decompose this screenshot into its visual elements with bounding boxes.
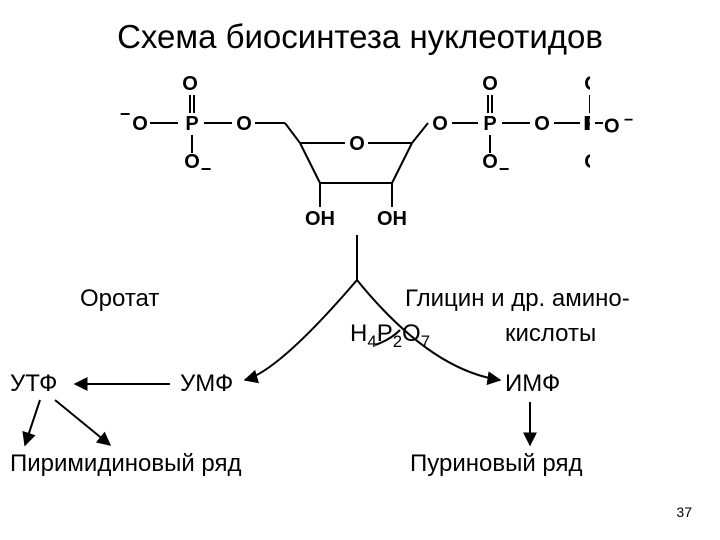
atom-p: P <box>483 113 496 135</box>
chemical-structure: O O − P O O − O OH OH O O P <box>120 65 590 265</box>
label-glycine-line2: кислоты <box>505 320 596 348</box>
page-number: 37 <box>676 504 692 520</box>
label-imf: ИМФ <box>505 370 560 398</box>
atom-o: O <box>184 151 200 173</box>
atom-o-terminal: O − <box>604 112 633 139</box>
charge-minus: − <box>120 104 130 124</box>
charge-minus: − <box>201 159 212 179</box>
atom-o: O <box>132 113 148 135</box>
atom-p: P <box>185 113 198 135</box>
atom-oh: OH <box>305 208 335 230</box>
atom-oh: OH <box>377 208 407 230</box>
label-glycine-line1: Глицин и др. амино- <box>405 285 630 313</box>
atom-o: O <box>349 133 365 155</box>
atom-o: O <box>236 113 252 135</box>
atom-o: O <box>482 151 498 173</box>
atom-o: O <box>432 113 448 135</box>
label-utf: УТФ <box>10 370 57 398</box>
atom-p: P <box>585 113 590 135</box>
atom-o: O <box>584 73 590 95</box>
label-orotat: Оротат <box>80 285 159 313</box>
atom-o: O <box>584 151 590 173</box>
diagram-title: Схема биосинтеза нуклеотидов <box>0 18 720 56</box>
atom-o: O <box>482 73 498 95</box>
label-h4p2o7: H4P2O7 <box>350 320 430 352</box>
atom-o: O <box>534 113 550 135</box>
label-pyrimidine: Пиримидиновый ряд <box>10 450 241 478</box>
label-purine: Пуриновый ряд <box>410 450 583 478</box>
atom-o: O <box>182 73 198 95</box>
label-umf: УМФ <box>180 370 233 398</box>
charge-minus: − <box>499 159 510 179</box>
